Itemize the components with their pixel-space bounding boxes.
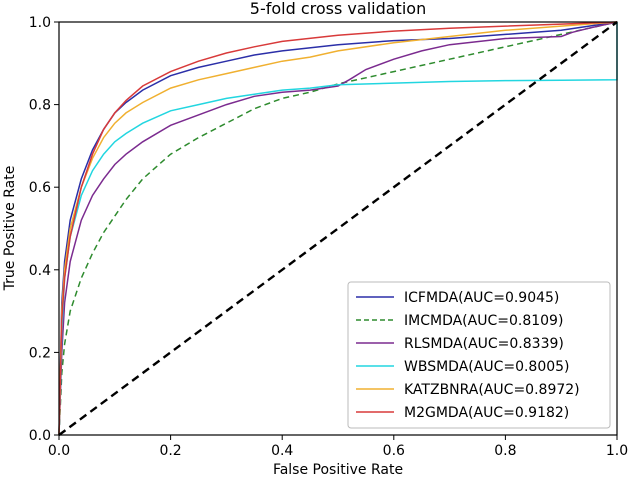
legend-label-3: RLSMDA(AUC=0.8339) (404, 336, 564, 352)
chart-title: 5-fold cross validation (250, 0, 426, 18)
x-axis-label: False Positive Rate (273, 462, 403, 478)
x-axis-ticks: 0.0 0.2 0.4 0.6 0.8 1.0 (48, 435, 628, 459)
reference-diagonal (58, 21, 618, 436)
y-tick-label: 0.6 (29, 180, 51, 196)
legend-label-1: ICFMDA(AUC=0.9045) (404, 290, 559, 306)
series-line-3 (58, 21, 618, 436)
legend-label-2: IMCMDA(AUC=0.8109) (404, 313, 563, 329)
y-axis-ticks: 0.0 0.2 0.4 0.6 0.8 1.0 (29, 15, 59, 444)
legend-label-5: KATZBNRA(AUC=0.8972) (404, 382, 580, 398)
y-axis-label: True Positive Rate (2, 166, 18, 292)
x-tick-label: 0.8 (494, 443, 516, 459)
y-tick-label: 0.8 (29, 98, 51, 114)
series-line-4 (58, 22, 618, 436)
x-tick-label: 1.0 (606, 443, 628, 459)
x-tick-label: 0.0 (48, 443, 70, 459)
plot-frame (58, 21, 618, 436)
y-tick-label: 0.2 (29, 345, 51, 361)
legend: ICFMDA(AUC=0.9045) IMCMDA(AUC=0.8109) RLSM… (347, 281, 611, 429)
series-line-2 (58, 21, 618, 436)
legend-label-4: WBSMDA(AUC=0.8005) (404, 359, 570, 375)
x-tick-label: 0.2 (159, 443, 181, 459)
series-line-5 (58, 21, 618, 436)
y-tick-label: 1.0 (29, 15, 51, 31)
y-tick-label: 0.4 (29, 263, 51, 279)
plot-area (58, 21, 618, 436)
legend-label-6: M2GMDA(AUC=0.9182) (404, 405, 569, 421)
y-tick-label: 0.0 (29, 428, 51, 444)
x-tick-label: 0.6 (383, 443, 405, 459)
series-line-6 (58, 21, 618, 436)
legend-box (347, 281, 611, 429)
series-line-1 (58, 21, 618, 436)
x-tick-label: 0.4 (271, 443, 293, 459)
